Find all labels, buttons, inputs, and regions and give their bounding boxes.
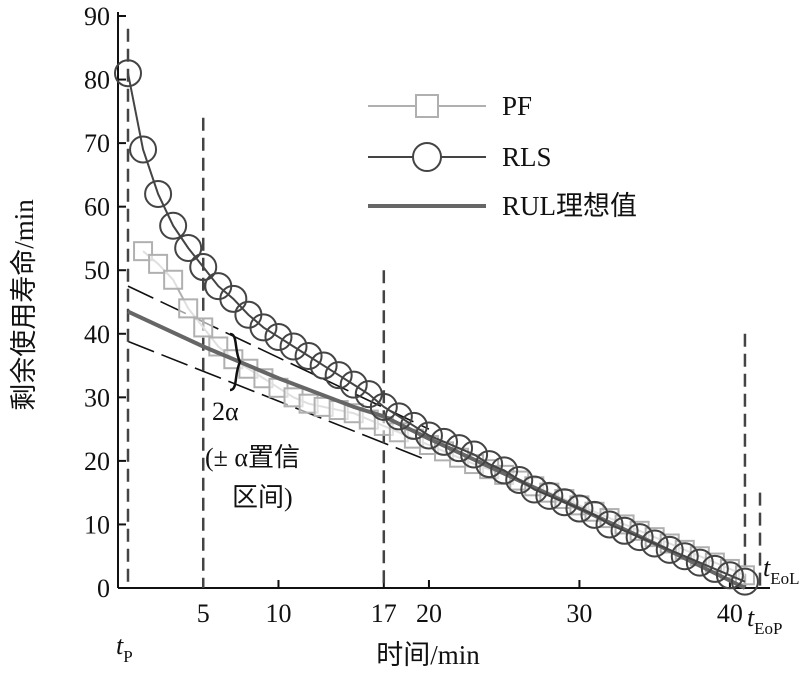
bound-line (127, 340, 430, 462)
legend-rul-label: RUL理想值 (502, 191, 637, 221)
rls-point (399, 411, 428, 440)
rls-point (219, 284, 248, 313)
pf-point (178, 298, 199, 319)
bound-line (127, 285, 430, 430)
y-tick-label: 10 (84, 510, 110, 539)
rls-point (700, 554, 729, 583)
rls-point (294, 342, 323, 371)
rls-point (505, 465, 534, 494)
legend-pf-marker (415, 94, 439, 118)
rls-point (565, 494, 594, 523)
rls-point (445, 434, 474, 463)
rls-point (490, 456, 519, 485)
legend-rls-marker (412, 142, 442, 172)
rls-point (520, 475, 549, 504)
rls-point (640, 529, 669, 558)
series-group (114, 59, 759, 596)
legend: PF RLS RUL理想值 (368, 91, 637, 221)
rls-point (685, 548, 714, 577)
rls-point (324, 361, 353, 390)
vline-label: tEoL (763, 553, 800, 588)
rls-point (610, 516, 639, 545)
y-tick-label: 50 (84, 256, 110, 285)
rls-point (460, 440, 489, 469)
rls-point (129, 135, 158, 164)
vline-label-sub: EoP (754, 619, 782, 638)
pf-point (163, 269, 184, 290)
x-tick-label: 20 (416, 599, 442, 628)
rls-point (384, 402, 413, 431)
legend-rls-label: RLS (502, 142, 552, 172)
legend-pf-label: PF (502, 91, 532, 121)
rls-point (730, 567, 759, 596)
x-tick-label: 40 (717, 599, 743, 628)
y-tick-label: 70 (84, 129, 110, 158)
y-tick-label: 40 (84, 320, 110, 349)
rls-point (475, 450, 504, 479)
vline-label-sub: EoL (770, 569, 799, 588)
y-tick-label: 80 (84, 66, 110, 95)
rls-point (264, 322, 293, 351)
y-axis-label: 剩余使用寿命/min (9, 199, 39, 411)
rls-point (670, 542, 699, 571)
x-tick-label: 5 (197, 599, 210, 628)
rls-point (535, 481, 564, 510)
rls-point (189, 253, 218, 282)
y-tick-label: 90 (84, 2, 110, 31)
vline-label: tEoP (747, 603, 783, 638)
rls-point (430, 427, 458, 456)
rls-point (309, 351, 338, 380)
rls-point (715, 561, 744, 590)
rls-point (279, 332, 308, 361)
x-tick-label: 30 (566, 599, 592, 628)
rls-point (369, 392, 398, 421)
rls-point (625, 523, 654, 552)
rls-point (339, 370, 368, 399)
rls-point (249, 313, 278, 342)
rls-point (159, 211, 188, 240)
interval-label-line1: (± α置信 (205, 443, 300, 472)
x-tick-label: 17 (371, 599, 397, 628)
rls-point (595, 510, 624, 539)
rls-point (414, 421, 443, 450)
pf-point (133, 241, 154, 262)
rls-point (174, 233, 203, 262)
interval-label-line2: 区间) (232, 483, 293, 512)
x-axis-label: 时间/min (376, 640, 480, 670)
rls-point (580, 500, 609, 529)
confidence-bounds (127, 285, 430, 462)
axes: 0 10 20 30 40 50 60 70 80 90 5 10 17 20 30 40 (84, 2, 770, 628)
rls-point (550, 488, 579, 517)
x-tick-label: 10 (265, 599, 291, 628)
annotations: 2α (± α置信 区间) (205, 332, 300, 512)
rls-point (655, 535, 684, 564)
rls-point (114, 59, 142, 88)
vline-label-sub: P (123, 647, 132, 666)
y-tick-label: 20 (84, 447, 110, 476)
y-tick-label: 30 (84, 383, 110, 412)
pf-point (193, 317, 214, 338)
vline-label: tP (116, 631, 133, 666)
brace-label: 2α (212, 397, 239, 426)
y-tick-label: 60 (84, 193, 110, 222)
pf-point (148, 253, 169, 274)
y-tick-label: 0 (97, 574, 110, 603)
rls-point (144, 179, 173, 208)
brace-icon (229, 332, 242, 392)
